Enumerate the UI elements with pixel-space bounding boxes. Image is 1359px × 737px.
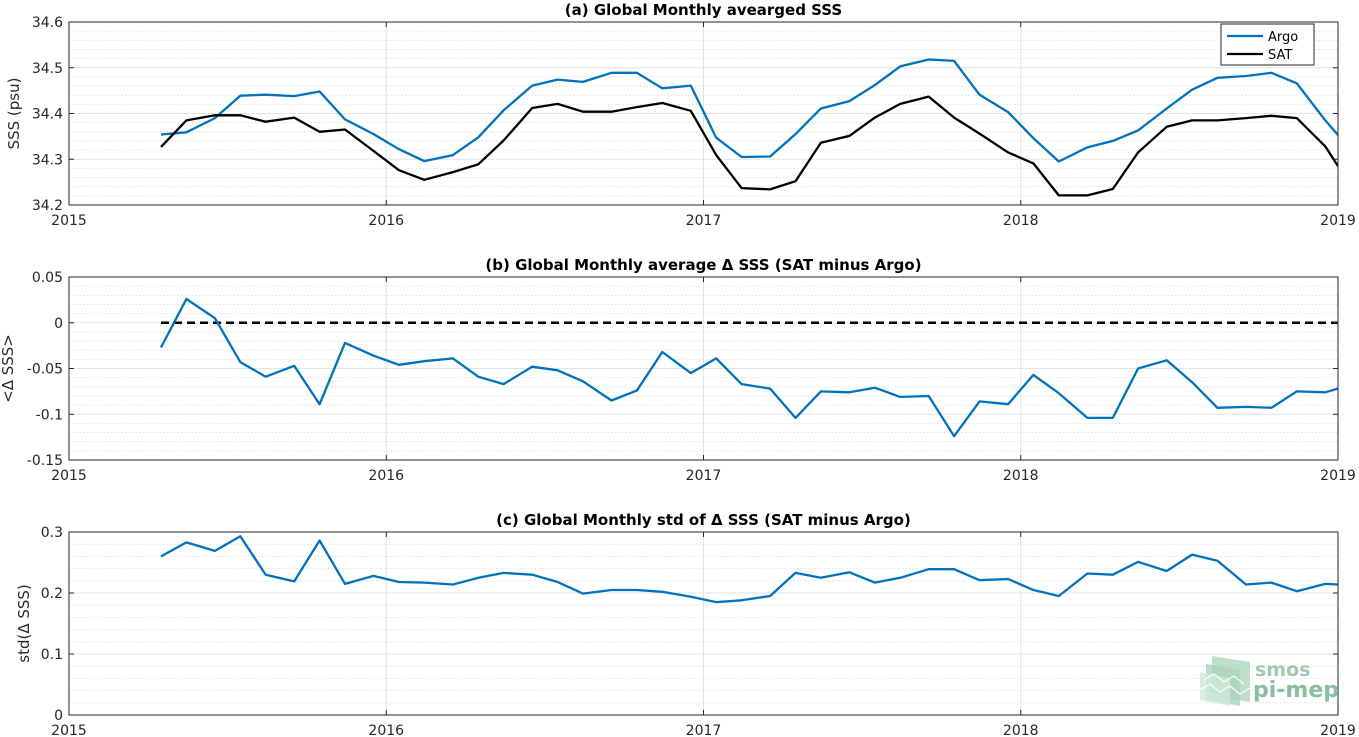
series-line-sat (160, 95, 1338, 197)
x-tick-label: 2017 (686, 213, 722, 229)
x-tick-label: 2019 (1320, 213, 1356, 229)
y-tick-label: 0 (54, 316, 63, 332)
x-tick-label: 2015 (51, 213, 87, 229)
x-tick-label: 2017 (686, 723, 722, 737)
y-tick-label: 0 (54, 708, 63, 724)
series-line-0 (159, 297, 1338, 438)
x-tick-label: 2017 (686, 468, 722, 484)
y-tick-label: 0.1 (41, 647, 63, 663)
x-tick-label: 2016 (368, 213, 404, 229)
chart-panel-0: 2015 2016 2017 2018 2019 34.2 34.3 34.4 34.5 34.6… (5, 1, 1356, 229)
y-tick-label: -0.1 (36, 407, 63, 423)
chart-title: (a) Global Monthly avearged SSS (565, 1, 842, 19)
legend: Argo SAT (1220, 23, 1315, 66)
series-line-0 (160, 535, 1338, 604)
y-axis-label: <Δ SSS> (0, 334, 17, 403)
y-tick-label: 34.6 (32, 15, 63, 31)
x-tick-label: 2019 (1320, 723, 1356, 737)
legend-entry: Argo (1268, 30, 1298, 45)
series-line-argo (160, 58, 1338, 163)
y-tick-label: 0.05 (32, 270, 63, 286)
y-tick-label: 34.4 (32, 107, 63, 123)
watermark-line1: smos (1255, 659, 1310, 681)
watermark-logo: smos pi-mep (1199, 656, 1339, 706)
legend-entry: SAT (1268, 48, 1292, 63)
y-tick-label: -0.15 (27, 453, 63, 469)
x-tick-label: 2015 (51, 723, 87, 737)
chart-title: (b) Global Monthly average Δ SSS (SAT mi… (485, 256, 921, 274)
x-tick-label: 2016 (368, 468, 404, 484)
y-axis-label: std(Δ SSS) (15, 584, 33, 663)
y-tick-label: 34.2 (32, 198, 63, 214)
y-axis-label: SSS (psu) (5, 78, 23, 150)
legend-box (1220, 23, 1315, 66)
watermark-line2: pi-mep (1253, 678, 1339, 703)
y-tick-label: 34.5 (32, 61, 63, 77)
x-tick-label: 2019 (1320, 468, 1356, 484)
y-tick-label: 34.3 (32, 152, 63, 168)
y-tick-label: -0.05 (27, 362, 63, 378)
chart-panel-1: 2015 2016 2017 2018 2019 -0.15 -0.1 -0.05 0 0.05 (… (0, 256, 1356, 484)
y-tick-label: 0.2 (41, 586, 63, 602)
x-tick-label: 2016 (368, 723, 404, 737)
x-tick-label: 2018 (1003, 468, 1039, 484)
chart-title: (c) Global Monthly std of Δ SSS (SAT min… (496, 511, 911, 529)
chart-panel-2: 2015 2016 2017 2018 2019 0 0.1 0.2 0.3 (c) Global… (15, 511, 1356, 737)
x-tick-label: 2015 (51, 468, 87, 484)
y-tick-label: 0.3 (41, 525, 63, 541)
logo-mark (1199, 656, 1251, 706)
x-tick-label: 2018 (1003, 723, 1039, 737)
x-tick-label: 2018 (1003, 213, 1039, 229)
